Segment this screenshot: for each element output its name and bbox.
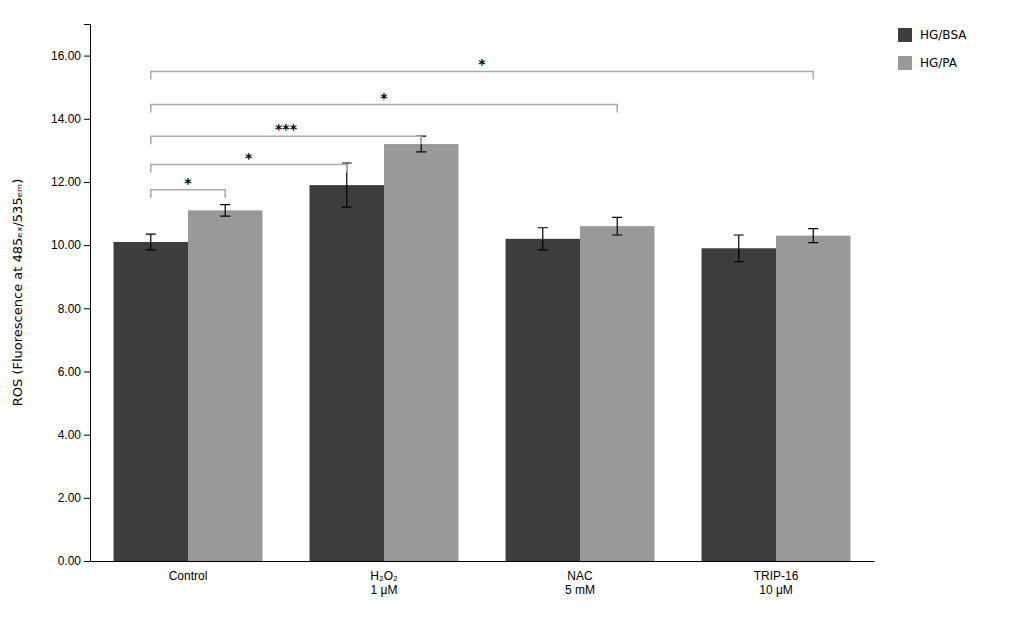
y-tick-label: 6.00 xyxy=(58,365,82,379)
bar xyxy=(580,226,654,561)
y-tick-label: 8.00 xyxy=(58,302,82,316)
y-axis-line xyxy=(84,25,91,562)
legend-item: HG/PA xyxy=(898,56,958,70)
x-tick-label-line: TRIP-16 xyxy=(754,569,799,583)
significance-bracket xyxy=(151,71,813,79)
legend-item: HG/BSA xyxy=(898,28,967,42)
x-tick-label-line: 5 mM xyxy=(565,583,595,597)
x-tick: TRIP-1610 μM xyxy=(754,569,799,597)
error-bars-0 xyxy=(146,163,744,262)
y-tick-mark xyxy=(84,119,90,120)
y-tick-mark xyxy=(84,435,90,436)
y-tick: 6.00 xyxy=(58,365,90,379)
y-tick-mark xyxy=(84,308,90,309)
legend: HG/BSA HG/PA xyxy=(898,28,967,70)
y-axis: 0.00 2.00 4.00 6.00 8.00 10.00 12.00 14.00 16.00 xyxy=(51,25,91,569)
x-tick-label-line: 1 μM xyxy=(371,583,398,597)
error-bar xyxy=(146,234,156,250)
x-tick-label: TRIP-1610 μM xyxy=(754,569,799,597)
significance-label: *** xyxy=(275,121,298,137)
y-tick-mark xyxy=(84,498,90,499)
y-tick: 10.00 xyxy=(51,238,90,252)
series-1 xyxy=(188,144,850,561)
y-tick-mark xyxy=(84,371,90,372)
error-bar xyxy=(220,205,230,216)
y-tick: 2.00 xyxy=(58,491,90,505)
marks xyxy=(114,136,851,561)
x-tick: Control xyxy=(169,569,208,583)
y-tick: 16.00 xyxy=(51,49,90,63)
x-tick-label-line: 10 μM xyxy=(759,583,793,597)
y-tick: 14.00 xyxy=(51,112,90,126)
x-axis-line xyxy=(91,561,875,562)
x-tick-label: Control xyxy=(169,569,208,583)
significance-label: * xyxy=(478,56,486,72)
error-bars-1 xyxy=(220,136,818,242)
significance-bracket xyxy=(151,105,617,113)
y-tick: 8.00 xyxy=(58,302,90,316)
x-tick-label-line: H₂O₂ xyxy=(370,569,398,583)
significance-bracket xyxy=(151,190,225,198)
chart: 0.00 2.00 4.00 6.00 8.00 10.00 12.00 14.00 16.00… xyxy=(0,0,1024,631)
y-tick-mark xyxy=(84,182,90,183)
significance-label: * xyxy=(245,150,253,166)
y-tick: 12.00 xyxy=(51,175,90,189)
x-tick-label-line: NAC xyxy=(567,569,593,583)
bar xyxy=(506,239,580,561)
x-tick: H₂O₂1 μM xyxy=(370,569,398,597)
y-tick-label: 12.00 xyxy=(51,175,81,189)
x-tick-label-line: Control xyxy=(169,569,208,583)
bar xyxy=(114,242,188,561)
y-tick-mark xyxy=(84,561,90,562)
error-bar xyxy=(612,217,622,235)
y-axis-title: ROS (Fluorescence at 485ₑₓ/535ₑₘ) xyxy=(10,179,25,406)
error-bar xyxy=(734,235,744,262)
legend-swatch xyxy=(898,28,912,42)
legend-label: HG/PA xyxy=(920,56,958,70)
bar xyxy=(188,210,262,561)
legend-label: HG/BSA xyxy=(920,28,967,42)
y-tick: 4.00 xyxy=(58,428,90,442)
x-tick-label: NAC5 mM xyxy=(565,569,595,597)
brackets: ******* xyxy=(151,56,813,197)
x-axis: Control H₂O₂1 μM NAC5 mM TRIP-1610 μM xyxy=(91,562,875,597)
y-tick-mark xyxy=(84,56,90,57)
significance-bracket xyxy=(151,165,347,173)
error-bar xyxy=(538,228,548,250)
bar xyxy=(310,185,384,561)
legend-swatch xyxy=(898,56,912,70)
y-tick: 0.00 xyxy=(58,554,90,568)
x-tick-label: H₂O₂1 μM xyxy=(370,569,398,597)
significance-bracket xyxy=(151,136,421,144)
bar xyxy=(702,248,776,561)
y-tick-label: 16.00 xyxy=(51,49,81,63)
significance-label: * xyxy=(380,90,388,106)
plot-area: 0.00 2.00 4.00 6.00 8.00 10.00 12.00 14.00 16.00… xyxy=(10,25,875,597)
bar xyxy=(776,236,850,561)
error-bar xyxy=(808,229,818,243)
x-tick: NAC5 mM xyxy=(565,569,595,597)
significance-label: * xyxy=(184,175,192,191)
y-tick-label: 4.00 xyxy=(58,428,82,442)
y-tick-mark xyxy=(84,245,90,246)
y-tick-label: 10.00 xyxy=(51,238,81,252)
y-tick-label: 0.00 xyxy=(58,554,82,568)
y-tick-label: 2.00 xyxy=(58,491,82,505)
bar xyxy=(384,144,458,561)
y-tick-label: 14.00 xyxy=(51,112,81,126)
